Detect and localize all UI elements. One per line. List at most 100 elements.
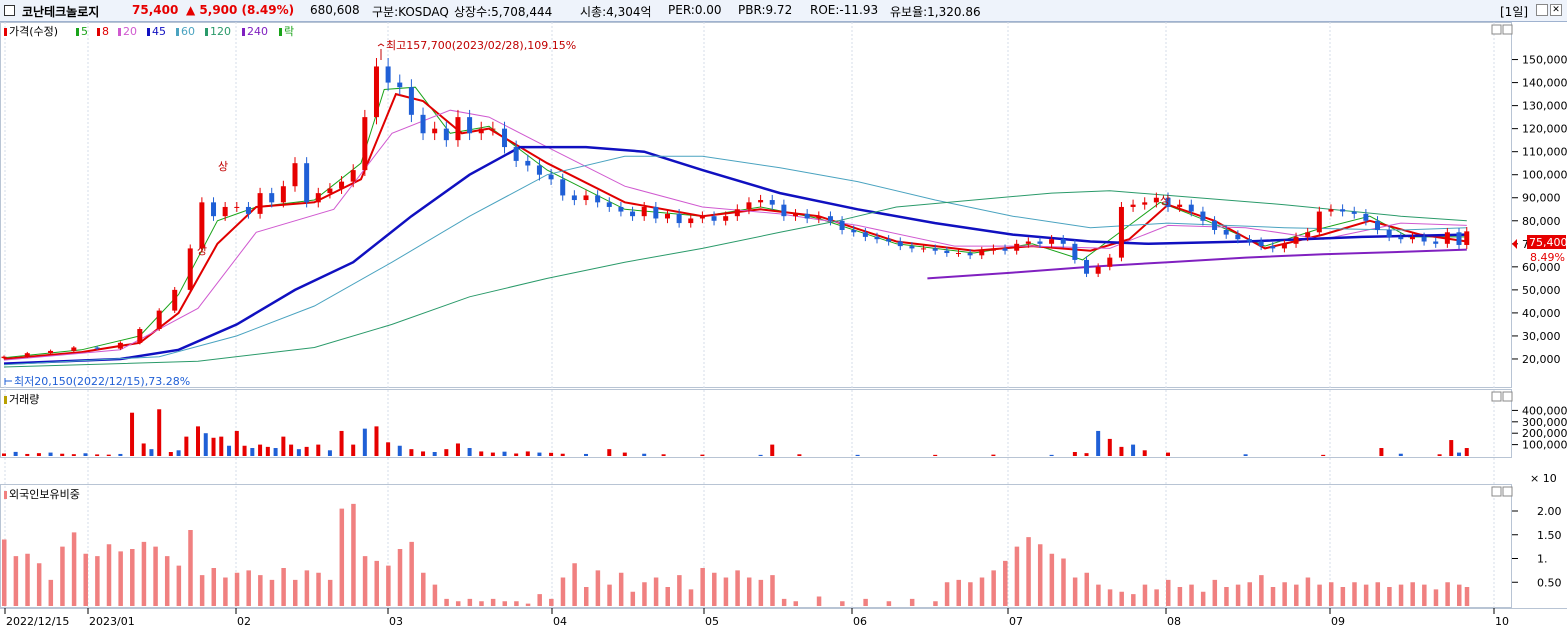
foreign-bar <box>1352 582 1357 606</box>
volume-bar <box>219 436 224 456</box>
volume-panel-min-button[interactable] <box>1491 391 1502 402</box>
foreign-bar <box>595 570 601 606</box>
volume-bar <box>525 451 530 456</box>
date-label: 05 <box>705 615 719 628</box>
candle-body <box>1351 211 1357 214</box>
volume-bar <box>560 453 565 456</box>
legend-price: 가격(수정) <box>9 25 58 38</box>
candle-body <box>1153 197 1159 203</box>
foreign-bar <box>374 560 379 606</box>
volume-bars <box>2 409 1469 456</box>
price-candles <box>1 57 1470 360</box>
foreign-bar <box>153 546 158 606</box>
volume-bar <box>1437 454 1442 456</box>
candle-body <box>641 206 647 217</box>
volume-bar <box>432 452 437 456</box>
volume-bar <box>700 454 705 456</box>
candle-body <box>269 193 275 203</box>
foreign-bar <box>455 601 461 606</box>
close-button[interactable]: ✕ <box>1550 4 1562 16</box>
volume-tick-label: 300,000 <box>1522 416 1567 429</box>
date-label: 06 <box>853 615 867 628</box>
volume-bar <box>1142 450 1147 456</box>
candle-body <box>862 232 868 237</box>
volume-bar <box>234 430 239 456</box>
period-selector[interactable]: [1일] <box>1500 5 1529 19</box>
foreign-bar <box>723 577 729 606</box>
candle-body <box>653 206 659 219</box>
volume-panel-close-button[interactable] <box>1502 391 1513 402</box>
candle-body <box>804 213 810 219</box>
volume-bar <box>549 452 554 456</box>
candle-body <box>1293 236 1299 244</box>
volume-bar <box>296 449 301 456</box>
candle-body <box>734 209 740 217</box>
volume-bar <box>1457 452 1461 456</box>
candle-body <box>1200 211 1206 221</box>
volume-bar <box>130 412 135 456</box>
date-label: 2022/12/15 <box>6 615 69 628</box>
stock-name: 코난테크놀로지 <box>22 5 100 19</box>
candle-body <box>816 216 822 219</box>
foreign-bar <box>176 565 182 606</box>
foreign-bar <box>1177 587 1183 606</box>
market-type: 구분:KOSDAQ <box>372 5 449 19</box>
date-label: 07 <box>1009 615 1023 628</box>
foreign-bar <box>1340 587 1346 606</box>
date-label: 10 <box>1495 615 1509 628</box>
candle-body <box>137 329 143 343</box>
candle-body <box>711 216 717 221</box>
volume-bar <box>258 444 263 456</box>
limit-up-marker: 상 <box>1160 194 1170 207</box>
foreign-panel-close-button[interactable] <box>1502 486 1513 497</box>
volume-bar <box>13 451 18 456</box>
foreign-bar <box>549 598 554 606</box>
restore-button[interactable] <box>1536 4 1548 16</box>
foreign-bar <box>60 546 65 606</box>
candle-body <box>699 216 705 219</box>
foreign-axis: 2.00 1.50 1. 0.50 <box>1512 505 1562 589</box>
candle-body <box>187 248 193 290</box>
candle-body <box>455 117 461 141</box>
foreign-bar <box>13 556 19 606</box>
foreign-bar <box>1445 582 1450 606</box>
volume-panel <box>0 389 1512 458</box>
select-checkbox[interactable] <box>4 5 15 16</box>
candle-body <box>909 246 915 249</box>
volume-bar <box>304 446 309 456</box>
candle-body <box>897 241 903 247</box>
candle-body <box>48 350 54 354</box>
ma-legend-label: 8 <box>102 25 109 38</box>
foreign-bar <box>1410 582 1415 606</box>
price-tick-label: 150,000 <box>1522 54 1567 67</box>
candle-body <box>339 181 345 189</box>
foreign-bar <box>1200 591 1206 606</box>
ma-legend-swatch <box>97 28 100 36</box>
date-label: 04 <box>553 615 567 628</box>
foreign-bar <box>933 601 938 606</box>
foreign-bar <box>1363 584 1369 606</box>
candle-body <box>1409 236 1415 240</box>
candle-body <box>397 82 403 88</box>
foreign-bar <box>386 565 391 606</box>
foreign-bar <box>1464 587 1470 606</box>
candle-body <box>71 347 77 351</box>
month-gridlines <box>4 22 1495 608</box>
price-panel-close-button[interactable] <box>1502 24 1513 35</box>
price-tick-label: 100,000 <box>1522 169 1567 182</box>
candle-body <box>944 250 950 254</box>
foreign-bar <box>1305 577 1311 606</box>
candle-body <box>222 206 228 217</box>
candle-body <box>827 216 833 221</box>
foreign-bar <box>665 587 670 606</box>
price-panel <box>0 22 1512 388</box>
foreign-panel-min-button[interactable] <box>1491 486 1502 497</box>
candle-body <box>117 342 123 349</box>
high-annotation: 최고157,700(2023/02/28),109.15% <box>386 39 576 52</box>
ma-legend-swatch <box>76 28 79 36</box>
foreign-bar <box>467 598 473 606</box>
foreign-bar <box>130 549 135 606</box>
volume-bar <box>351 444 356 456</box>
foreign-bar <box>746 577 752 606</box>
price-panel-min-button[interactable] <box>1491 24 1502 35</box>
